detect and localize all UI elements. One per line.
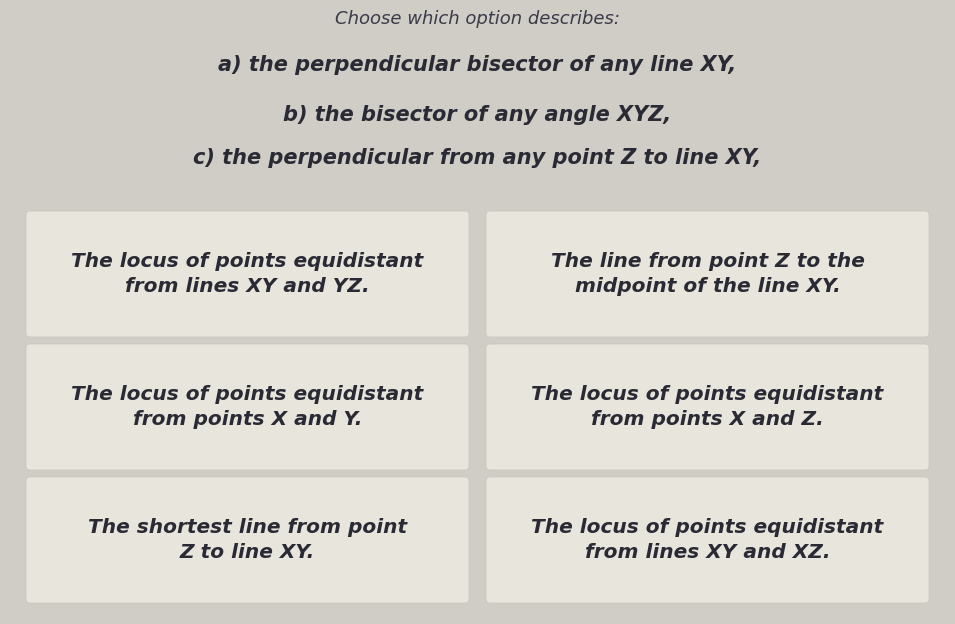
Text: The line from point Z to the
midpoint of the line XY.: The line from point Z to the midpoint of… xyxy=(551,252,864,296)
FancyBboxPatch shape xyxy=(26,477,469,603)
Text: The locus of points equidistant
from points X and Z.: The locus of points equidistant from poi… xyxy=(531,385,883,429)
Text: The shortest line from point
Z to line XY.: The shortest line from point Z to line X… xyxy=(88,518,407,562)
FancyBboxPatch shape xyxy=(486,211,929,337)
FancyBboxPatch shape xyxy=(486,344,929,470)
Text: b) the bisector of any angle XYZ,: b) the bisector of any angle XYZ, xyxy=(284,105,671,125)
FancyBboxPatch shape xyxy=(26,211,469,337)
Text: The locus of points equidistant
from points X and Y.: The locus of points equidistant from poi… xyxy=(72,385,424,429)
Text: The locus of points equidistant
from lines XY and YZ.: The locus of points equidistant from lin… xyxy=(72,252,424,296)
Text: a) the perpendicular bisector of any line XY,: a) the perpendicular bisector of any lin… xyxy=(219,55,736,75)
FancyBboxPatch shape xyxy=(486,477,929,603)
Text: The locus of points equidistant
from lines XY and XZ.: The locus of points equidistant from lin… xyxy=(531,518,883,562)
FancyBboxPatch shape xyxy=(26,344,469,470)
Text: Choose which option describes:: Choose which option describes: xyxy=(335,10,620,28)
Text: c) the perpendicular from any point Z to line XY,: c) the perpendicular from any point Z to… xyxy=(193,148,762,168)
